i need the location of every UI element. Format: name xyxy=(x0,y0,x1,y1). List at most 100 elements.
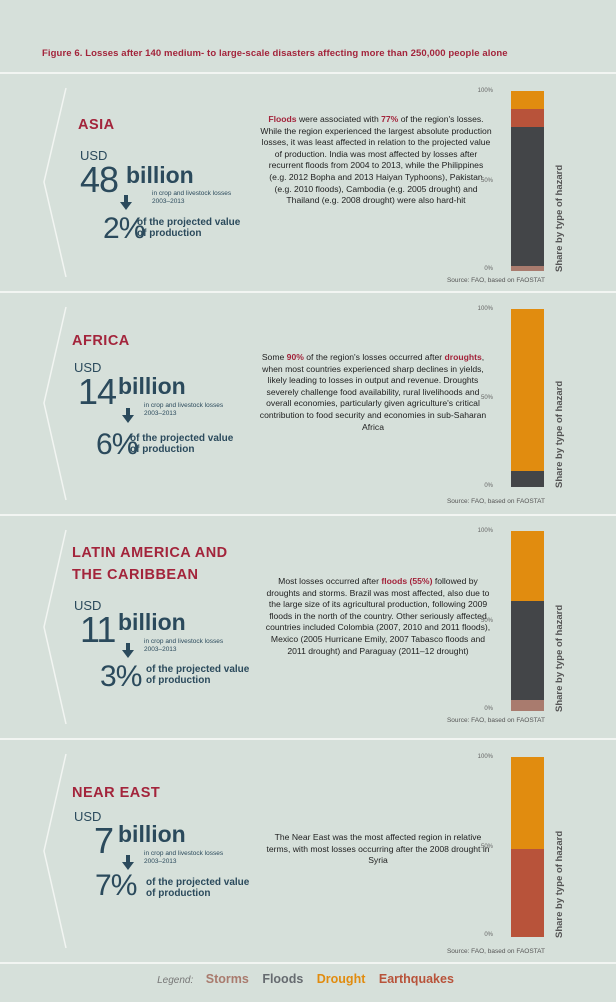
region-name: ASIA xyxy=(78,117,115,133)
hazard-bar xyxy=(511,309,544,487)
highlight-text: floods (55%) xyxy=(381,576,433,586)
down-arrow-icon xyxy=(122,408,134,423)
panel-near-east: NEAR EAST USD 7 billion in crop and live… xyxy=(0,740,616,962)
loss-amount: 7 xyxy=(94,820,114,861)
highlight-text: Floods xyxy=(268,114,297,124)
tick-label: 0% xyxy=(484,932,493,938)
description-text: Most losses occurred after xyxy=(278,576,382,586)
legend: Legend: Storms Floods Drought Earthquake… xyxy=(0,972,616,986)
crop-livestock-text: in crop and livestock losses 2003–2013 xyxy=(144,638,224,653)
description-text: of the region's losses occurred after xyxy=(303,352,445,362)
loss-amount: 48 xyxy=(80,159,119,200)
hazard-bar xyxy=(511,757,544,937)
separator xyxy=(0,514,616,516)
percent-value: 3% xyxy=(100,660,142,693)
chevron-decoration xyxy=(43,753,67,949)
bar-segment-floods xyxy=(511,601,544,701)
separator xyxy=(0,738,616,740)
usd-label: USD xyxy=(80,148,108,163)
percent-value: 2% xyxy=(103,212,145,245)
tick-label: 100% xyxy=(477,754,493,760)
percent-number: 3 xyxy=(100,660,117,693)
bar-segment-drought xyxy=(511,91,544,109)
tick-label: 100% xyxy=(477,306,493,312)
tick-label: 100% xyxy=(477,88,493,94)
tick-label: 100% xyxy=(477,528,493,534)
percent-label: of the projected value of production xyxy=(146,664,250,686)
bar-segment-drought xyxy=(511,757,544,849)
source-note: Source: FAO, based on FAOSTAT xyxy=(446,498,545,505)
percent-value: 6% xyxy=(96,428,138,461)
highlight-text: droughts xyxy=(444,352,482,362)
highlight-text: 90% xyxy=(286,352,304,362)
legend-item-floods: Floods xyxy=(262,972,304,986)
description-text: , when most countries experienced sharp … xyxy=(259,352,487,432)
hazard-bar xyxy=(511,91,544,271)
panel-africa: AFRICA USD 14 billion in crop and livest… xyxy=(0,293,616,514)
legend-item-storms: Storms xyxy=(205,972,249,986)
billion-label: billion xyxy=(126,162,194,188)
description-text: were associated with xyxy=(296,114,382,124)
percent-number: 2 xyxy=(103,212,120,245)
axis-title: Share by type of hazard xyxy=(554,380,565,488)
panel-latin-america: LATIN AMERICA AND THE CARIBBEAN USD 11 b… xyxy=(0,516,616,738)
source-note: Source: FAO, based on FAOSTAT xyxy=(446,277,545,284)
bar-segment-floods xyxy=(511,470,544,487)
axis-title: Share by type of hazard xyxy=(554,830,565,938)
bar-segment-drought xyxy=(511,531,544,602)
percent-number: 6 xyxy=(96,428,113,461)
crop-livestock-text: in crop and livestock losses 2003–2013 xyxy=(152,190,232,205)
figure-title: Figure 6. Losses after 140 medium- to la… xyxy=(42,48,508,59)
crop-livestock-text: in crop and livestock losses 2003–2013 xyxy=(144,402,224,417)
tick-label: 0% xyxy=(484,266,493,272)
region-name: NEAR EAST xyxy=(72,785,161,801)
description-text: The Near East was the most affected regi… xyxy=(266,832,490,866)
highlight-text: 77% xyxy=(381,114,399,124)
percent-number: 7 xyxy=(95,869,112,902)
region-description: The Near East was the most affected regi… xyxy=(262,832,494,867)
region-name: LATIN AMERICA AND THE CARIBBEAN xyxy=(72,545,228,583)
separator xyxy=(0,291,616,293)
axis-title: Share by type of hazard xyxy=(554,164,565,272)
source-note: Source: FAO, based on FAOSTAT xyxy=(446,717,545,724)
region-description: Floods were associated with 77% of the r… xyxy=(260,114,492,207)
percent-value: 7% xyxy=(95,869,137,902)
billion-label: billion xyxy=(118,373,186,399)
percent-label: of the projected value of production xyxy=(130,433,234,455)
separator xyxy=(0,962,616,964)
legend-item-earthquakes: Earthquakes xyxy=(378,972,454,986)
chevron-decoration xyxy=(43,306,67,501)
description-text: of the region's losses. While the region… xyxy=(260,114,492,206)
usd-label: USD xyxy=(74,809,102,824)
separator xyxy=(0,72,616,74)
tick-label: 50% xyxy=(480,178,493,184)
tick-label: 50% xyxy=(480,844,493,850)
tick-label: 50% xyxy=(480,618,493,624)
bar-segment-storms xyxy=(511,700,544,711)
description-text: followed by droughts and storms. Brazil … xyxy=(265,576,491,656)
loss-amount: 14 xyxy=(78,371,117,412)
tick-label: 50% xyxy=(480,395,493,401)
chevron-decoration xyxy=(43,529,67,725)
chevron-decoration xyxy=(43,87,67,278)
billion-label: billion xyxy=(118,821,186,847)
axis-title: Share by type of hazard xyxy=(554,604,565,712)
down-arrow-icon xyxy=(122,855,134,870)
bar-segment-earthquakes xyxy=(511,848,544,937)
crop-livestock-text: in crop and livestock losses 2003–2013 xyxy=(144,850,224,865)
bar-segment-storms xyxy=(511,265,544,271)
bar-segment-earthquakes xyxy=(511,109,544,127)
region-name: AFRICA xyxy=(72,333,130,349)
percent-label: of the projected value of production xyxy=(137,217,241,239)
usd-label: USD xyxy=(74,360,102,375)
bar-segment-drought xyxy=(511,309,544,471)
source-note: Source: FAO, based on FAOSTAT xyxy=(446,948,545,955)
panel-asia: ASIA USD 48 billion in crop and livestoc… xyxy=(0,74,616,291)
loss-amount: 11 xyxy=(80,609,116,650)
legend-item-drought: Drought xyxy=(316,972,366,986)
percent-label: of the projected value of production xyxy=(146,877,250,899)
region-description: Most losses occurred after floods (55%) … xyxy=(262,576,494,657)
hazard-bar xyxy=(511,531,544,711)
tick-label: 0% xyxy=(484,706,493,712)
usd-label: USD xyxy=(74,598,102,613)
